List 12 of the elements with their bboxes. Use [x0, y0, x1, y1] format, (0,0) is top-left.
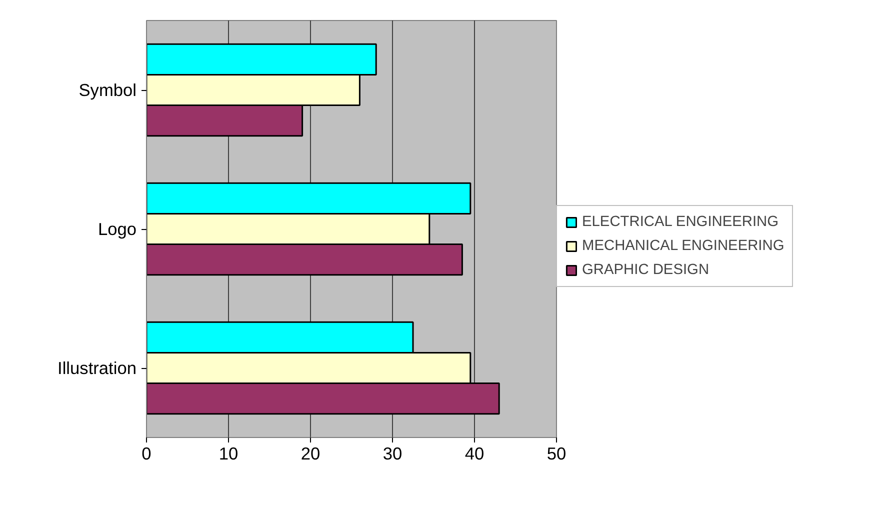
x-tick-label: 50	[546, 444, 566, 464]
x-tick-label: 30	[382, 444, 402, 464]
x-tick-label: 0	[142, 444, 152, 464]
legend-label: GRAPHIC DESIGN	[582, 262, 710, 278]
x-tick-label: 20	[300, 444, 320, 464]
x-tick-label: 10	[218, 444, 238, 464]
legend-label: MECHANICAL ENGINEERING	[582, 238, 784, 254]
y-tick-label: Illustration	[58, 358, 137, 378]
y-tick-label: Logo	[98, 219, 137, 239]
y-tick-label: Symbol	[78, 80, 136, 100]
legend-label: ELECTRICAL ENGINEERING	[582, 214, 779, 230]
x-tick-label: 40	[464, 444, 484, 464]
